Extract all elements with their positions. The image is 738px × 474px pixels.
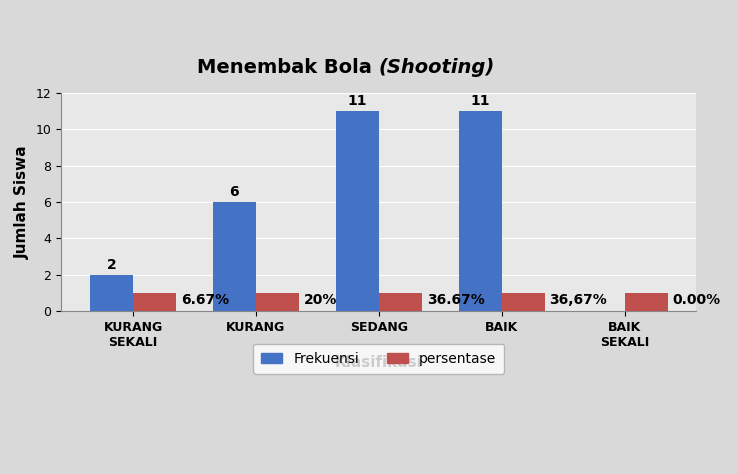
Text: 36.67%: 36.67%	[427, 293, 484, 307]
Bar	[379, 293, 422, 311]
Text: (Shooting): (Shooting)	[379, 58, 495, 77]
Legend: Frekuensi, persentase: Frekuensi, persentase	[253, 344, 505, 374]
Text: 6.67%: 6.67%	[181, 293, 229, 307]
Bar	[336, 111, 379, 311]
Text: 0.00%: 0.00%	[672, 293, 720, 307]
X-axis label: Klasifikasi: Klasifikasi	[335, 355, 423, 370]
Text: 11: 11	[348, 94, 367, 108]
Text: 11: 11	[470, 94, 490, 108]
Text: 36,67%: 36,67%	[550, 293, 607, 307]
Text: 6: 6	[230, 185, 239, 199]
Bar	[213, 202, 256, 311]
Text: 20%: 20%	[304, 293, 337, 307]
Bar	[256, 293, 299, 311]
Bar	[502, 293, 545, 311]
Text: 2: 2	[107, 258, 117, 272]
Text: Menembak Bola: Menembak Bola	[197, 58, 379, 77]
Y-axis label: Jumlah Siswa: Jumlah Siswa	[15, 145, 30, 259]
Bar	[459, 111, 502, 311]
Bar	[133, 293, 176, 311]
Bar	[90, 275, 133, 311]
Bar	[624, 293, 668, 311]
